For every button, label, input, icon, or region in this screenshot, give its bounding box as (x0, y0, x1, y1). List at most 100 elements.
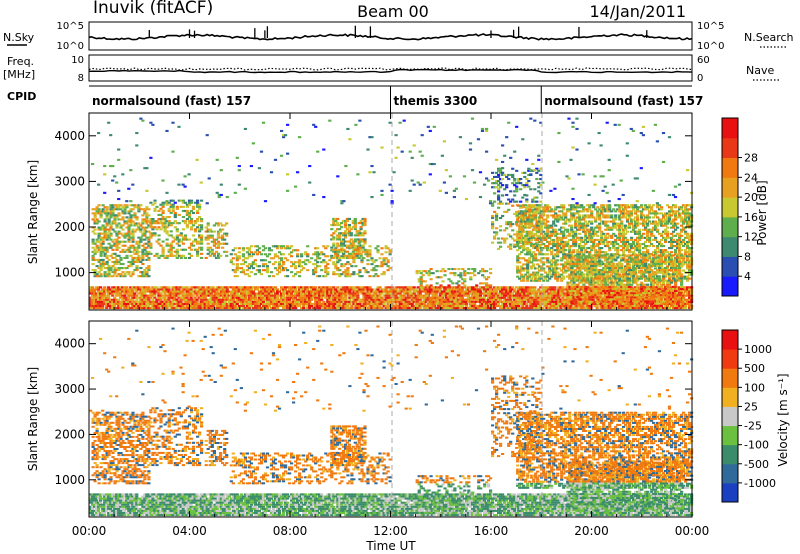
heatmap-cell (139, 307, 143, 310)
heatmap-cell (95, 307, 99, 310)
heatmap-cell (97, 307, 101, 310)
heatmap-cell (143, 294, 147, 297)
heatmap-cell (473, 290, 477, 293)
heatmap-cell (396, 296, 400, 299)
heatmap-cell (485, 300, 489, 303)
heatmap-cell (541, 307, 545, 310)
heatmap-cell (105, 248, 109, 251)
heatmap-cell (435, 298, 439, 301)
heatmap-cell (219, 288, 223, 291)
heatmap-cell (212, 240, 216, 243)
heatmap-cell (493, 292, 497, 295)
heatmap-cell (165, 226, 169, 229)
heatmap-cell (543, 302, 547, 305)
heatmap-cell (328, 307, 332, 310)
heatmap-cell (296, 300, 300, 303)
heatmap-cell (522, 249, 526, 252)
heatmap-cell (243, 300, 247, 303)
heatmap-cell (473, 288, 477, 291)
heatmap-cell (105, 290, 109, 293)
heatmap-cell (531, 298, 535, 301)
heatmap-cell (267, 286, 272, 289)
heatmap-cell (300, 294, 304, 297)
heatmap-cell (151, 292, 155, 295)
heatmap-cell (105, 224, 109, 227)
heatmap-cell (527, 300, 531, 303)
heatmap-cell (167, 298, 171, 301)
heatmap-cell (249, 300, 253, 303)
heatmap-cell (179, 298, 183, 301)
heatmap-cell (113, 256, 117, 259)
heatmap-cell (200, 242, 204, 245)
heatmap-cell (241, 253, 245, 256)
heatmap-cell (257, 251, 261, 254)
heatmap-cell (107, 230, 111, 233)
heatmap-cell (247, 296, 251, 299)
heatmap-cell (483, 296, 487, 299)
heatmap-cell (296, 249, 300, 252)
heatmap-cell (245, 269, 249, 272)
heatmap-cell (376, 307, 380, 310)
heatmap-cell (241, 259, 245, 262)
heatmap-cell (105, 294, 109, 297)
heatmap-cell (187, 246, 192, 249)
heatmap-cell (125, 206, 129, 209)
heatmap-cell (416, 302, 420, 305)
heatmap-cell (290, 290, 294, 293)
heatmap-cell (521, 290, 525, 293)
heatmap-cell (380, 300, 384, 303)
heatmap-cell (520, 238, 524, 241)
heatmap-cell (310, 290, 314, 293)
heatmap-cell (328, 305, 332, 308)
heatmap-cell (378, 302, 382, 305)
heatmap-cell (131, 271, 135, 274)
heatmap-cell (476, 296, 481, 299)
heatmap-cell (145, 271, 149, 274)
heatmap-cell (537, 186, 541, 189)
heatmap-cell (357, 242, 361, 245)
heatmap-cell (241, 307, 245, 310)
heatmap-cell (288, 253, 292, 256)
heatmap-cell (167, 292, 171, 295)
heatmap-cell (259, 298, 264, 301)
heatmap-cell (519, 298, 523, 301)
heatmap-cell (193, 307, 197, 310)
heatmap-cell (450, 307, 454, 310)
heatmap-cell (199, 294, 203, 297)
heatmap-cell (211, 294, 215, 297)
heatmap-cell (372, 305, 376, 308)
heatmap-cell (434, 300, 438, 303)
heatmap-cell (362, 292, 366, 295)
heatmap-cell (93, 290, 97, 293)
heatmap-cell (143, 290, 147, 293)
heatmap-cell (91, 294, 95, 297)
heatmap-cell (460, 296, 464, 299)
heatmap-cell (491, 305, 495, 308)
heatmap-cell (470, 288, 475, 291)
heatmap-cell (314, 290, 318, 293)
heatmap-cell (415, 298, 419, 301)
heatmap-cell (286, 296, 290, 299)
heatmap-cell (314, 298, 318, 301)
heatmap-cell (103, 271, 107, 274)
heatmap-cell (312, 296, 316, 299)
heatmap-cell (113, 300, 117, 303)
heatmap-cell (505, 186, 509, 189)
heatmap-cell (340, 298, 344, 301)
heatmap-cell (261, 245, 266, 248)
heatmap-cell (522, 269, 526, 272)
heatmap-cell (275, 307, 280, 310)
heatmap-cell (259, 302, 264, 305)
heatmap-cell (519, 290, 523, 293)
heatmap-cell (263, 247, 268, 250)
station-title: Inuvik (fitACF) (93, 0, 213, 18)
heatmap-cell (257, 296, 261, 299)
heatmap-cell (89, 307, 93, 310)
heatmap-cell (529, 294, 533, 297)
heatmap-cell (517, 307, 521, 310)
heatmap-cell (93, 292, 97, 295)
heatmap-cell (151, 298, 155, 301)
heatmap-cell (292, 296, 296, 299)
heatmap-cell (505, 288, 509, 291)
heatmap-cell (378, 300, 382, 303)
